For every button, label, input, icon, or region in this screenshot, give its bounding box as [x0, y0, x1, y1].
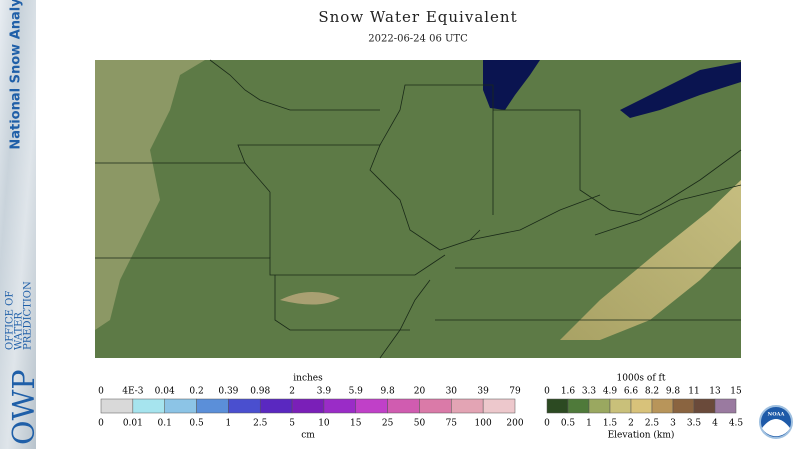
bottom-label: 3: [670, 419, 676, 429]
sidebar-background: [0, 0, 36, 449]
top-label: 8.2: [645, 387, 659, 397]
bottom-label: 0.5: [561, 419, 576, 429]
colorbar-segment: [419, 398, 452, 414]
top-label: 13: [709, 387, 721, 397]
bottom-label: 3.5: [687, 419, 702, 429]
colorbar-segment: [323, 398, 357, 414]
colorbar-segment: [482, 398, 516, 414]
map: [95, 59, 742, 359]
top-label: 39: [477, 387, 489, 397]
top-label: 6.6: [624, 387, 639, 397]
ozarks: [280, 291, 340, 305]
colorbar-segment: [714, 398, 737, 414]
elevation-labels: 0 1.6 3.3 4.9 6.6 8.2 9.8 11 13 15 0 0.5 1 1.5 2 2.5 3 3.…: [544, 387, 743, 429]
colorbar-segment: [259, 398, 293, 414]
top-label: 79: [509, 387, 521, 397]
swe-colorbar: [100, 398, 516, 414]
top-label: 3.3: [582, 387, 597, 397]
top-label: 5.9: [349, 387, 364, 397]
top-label: 4E-3: [122, 387, 144, 397]
colorbar-segment: [546, 398, 569, 414]
lake-erie: [620, 62, 741, 118]
bottom-label: 0: [544, 419, 550, 429]
owp-logo: OWP: [7, 369, 42, 445]
top-label: 2: [289, 387, 295, 397]
state-borders: [95, 59, 742, 359]
appalachians: [560, 180, 741, 340]
top-label: 0.2: [189, 387, 203, 397]
lake-michigan: [483, 60, 540, 110]
colorbar-segment: [164, 398, 197, 414]
bottom-label: 2: [628, 419, 634, 429]
colorbar-segment: [567, 398, 590, 414]
top-label: 0: [544, 387, 550, 397]
top-label: 0: [98, 387, 104, 397]
colorbar-segment: [609, 398, 632, 414]
colorbar-segment: [132, 398, 165, 414]
top-label: 1.6: [561, 387, 576, 397]
top-label: 20: [414, 387, 426, 397]
top-label: 0.04: [155, 387, 175, 397]
bottom-label: 200: [506, 419, 523, 429]
noaa-text: NOAA: [768, 412, 785, 418]
swe-bottom-unit: cm: [301, 431, 315, 441]
elevation-colorbar: [546, 398, 737, 414]
office-line: OFFICE OF: [5, 291, 16, 350]
bottom-label: 100: [475, 419, 492, 429]
elevation-top-unit: 1000s of ft: [617, 374, 666, 384]
bottom-label: 0.01: [123, 419, 143, 429]
colorbar-segment: [630, 398, 653, 414]
top-label: 9.8: [666, 387, 681, 397]
colorbar-segment: [693, 398, 716, 414]
top-label: 9.8: [380, 387, 395, 397]
bottom-label: 25: [382, 419, 394, 429]
noaa-wave: [762, 419, 790, 437]
top-label: 11: [688, 387, 699, 397]
colorbar-segment: [672, 398, 695, 414]
top-label: 3.9: [317, 387, 332, 397]
top-label: 15: [730, 387, 742, 397]
bottom-label: 4: [712, 419, 718, 429]
title: Snow Water Equivalent: [318, 8, 517, 26]
bottom-label: 1: [586, 419, 592, 429]
colorbar-segment: [588, 398, 611, 414]
bottom-label: 2.5: [645, 419, 660, 429]
bottom-label: 4.5: [729, 419, 744, 429]
bottom-label: 50: [414, 419, 426, 429]
subtitle: 2022-06-24 06 UTC: [368, 34, 468, 45]
top-label: 0.39: [218, 387, 238, 397]
bottom-label: 15: [350, 419, 362, 429]
bottom-label: 0: [98, 419, 104, 429]
office-line: PREDICTION: [23, 281, 34, 350]
bottom-label: 0.5: [189, 419, 204, 429]
bottom-label: 0.1: [158, 419, 172, 429]
colorbar-segment: [355, 398, 388, 414]
colorbar-segment: [196, 398, 229, 414]
top-label: 4.9: [603, 387, 618, 397]
bottom-label: 1: [226, 419, 232, 429]
top-label: 0.98: [250, 387, 270, 397]
plains: [95, 60, 205, 330]
bottom-label: 2.5: [253, 419, 268, 429]
colorbar-segment: [387, 398, 420, 414]
product-name: National Snow Analysis: [9, 0, 24, 150]
colorbar-segment: [451, 398, 484, 414]
bottom-label: 1.5: [603, 419, 618, 429]
colorbar-segment: [228, 398, 261, 414]
elevation-bottom-unit: Elevation (km): [608, 430, 675, 441]
colorbar-segment: [291, 398, 325, 414]
bottom-label: 5: [289, 419, 295, 429]
colorbar-segment: [651, 398, 674, 414]
bottom-label: 10: [318, 419, 330, 429]
swe-top-unit: inches: [293, 374, 323, 384]
swe-labels: 0 4E-3 0.04 0.2 0.39 0.98 2 3.9 5.9 9.8 20 30 39 79 0 0…: [98, 387, 524, 429]
office-line: WATER: [14, 312, 25, 350]
colorbar-segment: [100, 398, 134, 414]
bottom-label: 75: [446, 419, 458, 429]
top-label: 30: [446, 387, 458, 397]
